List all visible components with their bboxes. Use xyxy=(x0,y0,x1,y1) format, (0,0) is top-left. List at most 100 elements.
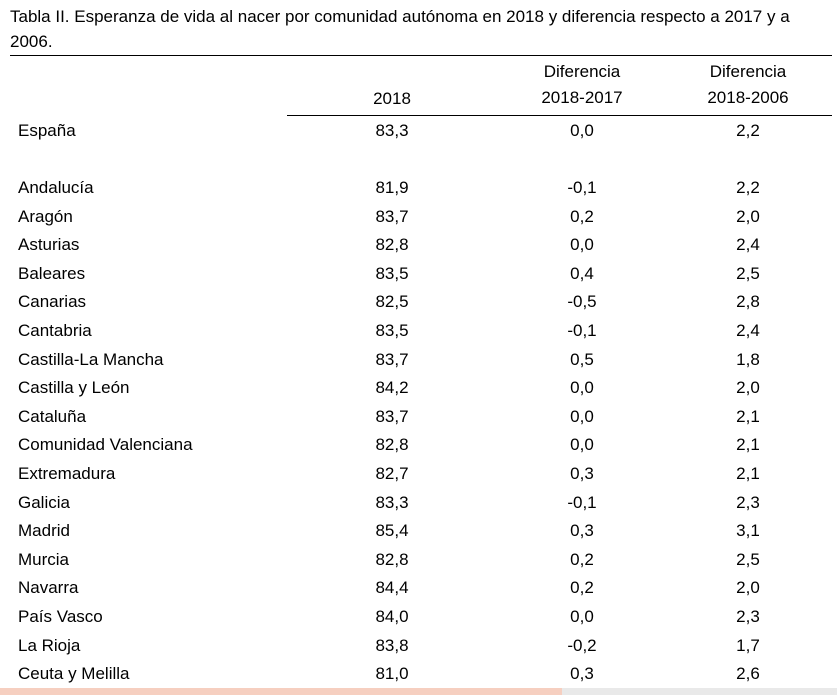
row-diff-2006: 2,6 xyxy=(736,664,760,684)
row-value-2018: 85,4 xyxy=(375,521,409,541)
header-rule xyxy=(287,115,832,116)
row-name: Asturias xyxy=(18,235,80,255)
row-diff-2006: 2,2 xyxy=(736,178,760,197)
row-name: Navarra xyxy=(18,578,79,598)
table-row: País Vasco 84,0 0,0 2,3 xyxy=(0,603,837,632)
bottom-band-right xyxy=(562,688,837,695)
row-diff-2017: 0,2 xyxy=(570,578,594,598)
header-diff-2017-line1: Diferencia xyxy=(543,62,621,81)
table-row: Baleares 83,5 0,4 2,5 xyxy=(0,260,837,289)
row-value-2018: 83,3 xyxy=(375,492,409,512)
row-value-2018: 81,9 xyxy=(375,178,409,197)
row-diff-2017: 0,0 xyxy=(570,406,594,426)
table-row: Navarra 84,4 0,2 2,0 xyxy=(0,574,837,603)
row-diff-2006: 2,3 xyxy=(736,607,760,626)
row-name: Castilla y León xyxy=(18,378,130,398)
row-diff-2017: -0,1 xyxy=(567,321,597,340)
table-row: Madrid 85,4 0,3 3,1 xyxy=(0,517,837,546)
row-diff-2017: -0,1 xyxy=(567,492,597,512)
table-row: Cataluña 83,7 0,0 2,1 xyxy=(0,403,837,432)
table-row: Castilla-La Mancha 83,7 0,5 1,8 xyxy=(0,346,837,375)
row-value-2018: 84,4 xyxy=(375,578,409,598)
row-value-2018: 82,7 xyxy=(375,464,409,483)
row-value-2018: 84,2 xyxy=(375,378,409,398)
row-value-2018: 83,5 xyxy=(375,321,409,340)
row-diff-2017: -0,1 xyxy=(567,178,597,197)
row-name: Canarias xyxy=(18,292,87,312)
row-diff-2006: 2,0 xyxy=(736,578,760,598)
row-name: Comunidad Valenciana xyxy=(18,435,193,455)
row-diff-2006: 2,0 xyxy=(736,206,760,226)
row-diff-2017: 0,0 xyxy=(570,235,594,255)
row-value-2018: 82,8 xyxy=(375,549,409,569)
bottom-band xyxy=(0,688,562,695)
header-2018: 2018 xyxy=(352,86,432,112)
row-name: España xyxy=(18,121,76,140)
table-row: Murcia 82,8 0,2 2,5 xyxy=(0,546,837,575)
row-diff-2006: 2,3 xyxy=(736,492,760,512)
row-diff-2006: 3,1 xyxy=(736,521,760,541)
table-row: Andalucía 81,9 -0,1 2,2 xyxy=(0,174,837,203)
row-name: La Rioja xyxy=(18,635,81,655)
row-value-2018: 82,8 xyxy=(375,435,409,455)
header-diff-2006-line2: 2018-2006 xyxy=(707,88,789,107)
header-diff-2006-line1: Diferencia xyxy=(709,62,787,81)
row-diff-2017: 0,0 xyxy=(570,378,594,398)
row-name: Andalucía xyxy=(18,178,94,197)
row-diff-2017: 0,2 xyxy=(570,549,594,569)
header-diff-2017-line2: 2018-2017 xyxy=(541,88,623,107)
row-diff-2017: 0,0 xyxy=(570,121,594,140)
row-diff-2006: 2,8 xyxy=(736,292,760,312)
table-row: Castilla y León 84,2 0,0 2,0 xyxy=(0,374,837,403)
row-diff-2006: 2,1 xyxy=(736,435,760,455)
row-value-2018: 83,7 xyxy=(375,349,409,369)
row-diff-2017: 0,4 xyxy=(570,263,594,283)
row-value-2018: 83,7 xyxy=(375,406,409,426)
row-diff-2017: 0,5 xyxy=(570,349,594,369)
row-value-2018: 83,5 xyxy=(375,263,409,283)
table-row: Ceuta y Melilla 81,0 0,3 2,6 xyxy=(0,660,837,689)
header-diff-2006: Diferencia 2018-2006 xyxy=(688,59,808,111)
row-name: Cataluña xyxy=(18,406,87,426)
row-value-2018: 84,0 xyxy=(375,607,409,626)
row-diff-2006: 2,1 xyxy=(736,406,760,426)
table-row: Extremadura 82,7 0,3 2,1 xyxy=(0,460,837,489)
row-value-2018: 83,3 xyxy=(375,121,409,140)
table-caption: Tabla II. Esperanza de vida al nacer por… xyxy=(10,7,790,51)
row-name: País Vasco xyxy=(18,607,103,626)
row-diff-2017: 0,0 xyxy=(570,607,594,626)
top-rule xyxy=(10,55,832,56)
row-diff-2006: 2,2 xyxy=(736,121,760,140)
row-value-2018: 82,5 xyxy=(375,292,409,312)
row-diff-2006: 2,1 xyxy=(736,464,760,483)
row-diff-2017: 0,3 xyxy=(570,664,594,684)
table-row: Comunidad Valenciana 82,8 0,0 2,1 xyxy=(0,431,837,460)
row-value-2018: 82,8 xyxy=(375,235,409,255)
row-diff-2006: 1,7 xyxy=(736,635,760,655)
table-row: Canarias 82,5 -0,5 2,8 xyxy=(0,288,837,317)
header-diff-2017: Diferencia 2018-2017 xyxy=(522,59,642,111)
row-diff-2017: 0,3 xyxy=(570,464,594,483)
table-row: Galicia 83,3 -0,1 2,3 xyxy=(0,489,837,518)
row-name: Ceuta y Melilla xyxy=(18,664,130,684)
table-row: Asturias 82,8 0,0 2,4 xyxy=(0,231,837,260)
row-diff-2006: 1,8 xyxy=(736,349,760,369)
row-name: Aragón xyxy=(18,206,73,226)
table-row: Aragón 83,7 0,2 2,0 xyxy=(0,203,837,232)
row-diff-2006: 2,5 xyxy=(736,549,760,569)
row-name: Castilla-La Mancha xyxy=(18,349,164,369)
row-diff-2017: 0,2 xyxy=(570,206,594,226)
row-name: Madrid xyxy=(18,521,70,541)
table-row: La Rioja 83,8 -0,2 1,7 xyxy=(0,632,837,661)
row-diff-2017: -0,2 xyxy=(567,635,597,655)
table-row: Cantabria 83,5 -0,1 2,4 xyxy=(0,317,837,346)
row-name: Murcia xyxy=(18,549,70,569)
row-value-2018: 83,7 xyxy=(375,206,409,226)
row-value-2018: 81,0 xyxy=(375,664,409,684)
row-name: Cantabria xyxy=(18,321,92,340)
row-diff-2017: 0,0 xyxy=(570,435,594,455)
row-diff-2006: 2,4 xyxy=(736,235,760,255)
row-diff-2006: 2,0 xyxy=(736,378,760,398)
row-name: Baleares xyxy=(18,263,86,283)
header-2018-label: 2018 xyxy=(373,89,411,108)
